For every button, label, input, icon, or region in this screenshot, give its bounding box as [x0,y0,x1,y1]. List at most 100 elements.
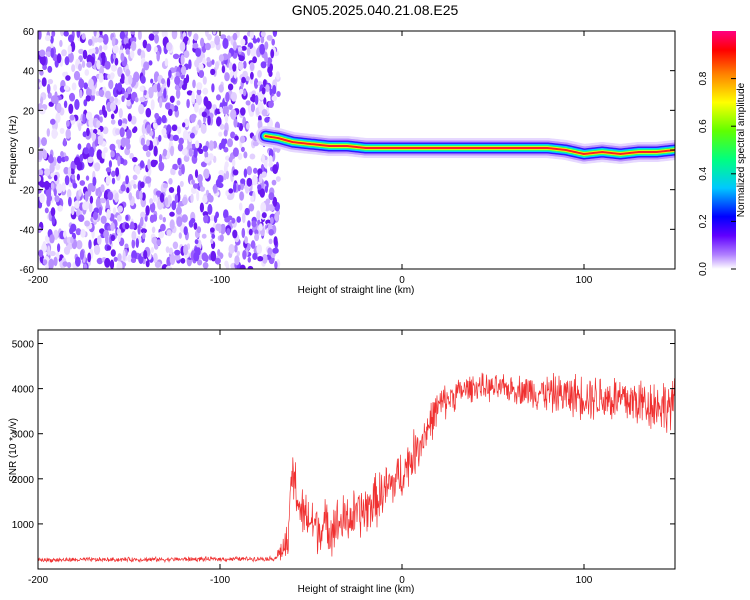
spectrogram-noise-speckle [63,166,69,175]
spectrogram-noise-speckle [139,190,143,201]
spectrogram-noise-speckle [56,53,62,64]
spectrogram-noise-speckle [47,65,53,73]
spectrogram-noise-speckle [140,137,145,146]
spectrogram-noise-speckle [89,93,95,102]
spectrogram-noise-speckle [244,207,250,216]
spectrogram-noise-speckle [63,100,68,109]
colorbar-tick-label: 0.6 [698,119,709,133]
spectrogram-noise-speckle [61,49,67,57]
spectrogram-noise-speckle [50,35,54,44]
spectrogram-noise-speckle [171,200,177,211]
spectrogram-noise-speckle [110,234,116,241]
spectrogram-noise-speckle [69,92,76,102]
spectrogram-noise-speckle [272,247,279,254]
spectrogram-noise-speckle [123,36,129,45]
spectrogram-noise-speckle [78,78,85,89]
spectrogram-noise-speckle [94,162,101,172]
spectrogram-noise-speckle [195,94,200,100]
spectrogram-noise-speckle [126,99,131,107]
spectrogram-noise-speckle [223,129,228,137]
spectrogram-noise-speckle [115,167,120,177]
spectrogram-noise-speckle [78,63,82,72]
spectrogram-noise-speckle [169,219,175,230]
spectrogram-noise-speckle [234,255,240,266]
snr-x-tick-label: -200 [28,575,48,586]
spectrogram-noise-speckle [147,158,151,170]
spectrogram-noise-speckle [38,175,42,182]
spectrogram-noise-speckle [97,235,102,246]
spectrogram-ridge [255,126,675,164]
spectrogram-noise-speckle [97,129,101,136]
spectrogram-noise-speckle [237,184,241,192]
spectrogram-noise-speckle [49,250,56,257]
spectrogram-noise-speckle [145,260,150,268]
spectrogram-noise-speckle [49,234,55,244]
spectrogram-noise-speckle [218,84,224,93]
spectrogram-noise-speckle [210,227,215,233]
spectrogram-noise-speckle [106,208,111,220]
spectrogram-noise-speckle [114,97,118,104]
spectrogram-noise-speckle [42,259,48,265]
spectrogram-noise-speckle [165,265,173,269]
spectrogram-noise-speckle [87,252,92,263]
spectrogram-noise-speckle [227,194,234,201]
spectrogram-noise-speckle [198,63,204,71]
spectrogram-noise-speckle [152,137,157,148]
spectrogram-noise-speckle [38,81,43,89]
spectrogram-noise-speckle [86,61,93,68]
spectrogram-noise-speckle [207,203,213,215]
spectrogram-noise-speckle [158,231,165,239]
spectrogram-noise-speckle [193,222,198,230]
spectrogram-noise-speckle [194,169,199,179]
spectrogram-noise-speckle [40,55,46,66]
spectrogram-noise-speckle [70,205,75,216]
spectrogram-noise-speckle [98,45,103,51]
spectrogram-noise-speckle [162,183,169,189]
spectrogram-noise-speckle [41,77,47,87]
spectrogram-noise-speckle [131,238,136,249]
spectrogram-noise-speckle [257,184,262,191]
spectrogram-noise-speckle [156,239,162,246]
spectrogram-noise-speckle [62,261,68,267]
spectrogram-noise-speckle [196,247,201,256]
spectrogram-noise-speckle [241,227,246,239]
spectrogram-noise-speckle [47,245,51,256]
spectrogram-noise-speckle [227,83,234,91]
snr-x-ticks: -200 -100 0 100 [28,330,593,586]
spectrogram-noise-speckle [224,113,229,123]
spectrogram-noise-speckle [112,207,117,215]
spectrogram-noise-speckle [272,84,277,95]
spectrogram-noise-speckle [149,202,156,213]
spectrogram-noise-speckle [264,41,269,50]
spectrogram-noise-speckle [240,38,246,46]
spectrogram-noise-speckle [251,93,256,103]
spectrogram-noise-speckle [248,203,255,212]
snr-x-tick-label: 0 [399,575,405,586]
spectrogram-noise-speckle [238,46,243,52]
spectrogram-noise-speckle [83,263,88,269]
spectrogram-noise-speckle [53,256,58,267]
spectrogram-noise-speckle [69,114,75,121]
spectrogram-noise-speckle [133,183,137,189]
spectrogram-noise-speckle [168,108,173,116]
spectrogram-noise-speckle [83,82,88,90]
spectrogram-noise-speckle [56,155,62,164]
spectrogram-y-tick-label: 0 [28,146,34,157]
spectrogram-noise-speckle [99,116,103,123]
spectrogram-noise-speckle [105,90,111,100]
spectrogram-noise-speckle [171,169,176,176]
spectrogram-noise-speckle [201,233,207,239]
spectrogram-noise-speckle [125,214,129,221]
spectrogram-noise-speckle [146,124,151,134]
spectrogram-noise-speckle [49,162,55,173]
spectrogram-noise-speckle [120,52,125,62]
spectrogram-y-tick-label: -60 [20,265,35,276]
spectrogram-noise-speckle [67,262,72,269]
spectrogram-noise-speckle [174,254,181,261]
spectrogram-plot: -200 -100 0 100 60 40 20 0 -20 -40 -60 Height of … [8,27,676,296]
spectrogram-x-ticks: -200 -100 0 100 [28,31,593,286]
spectrogram-noise-speckle [232,169,239,176]
spectrogram-noise-speckle [197,174,203,183]
spectrogram-noise-speckle [203,168,210,179]
spectrogram-noise-speckle [117,82,123,92]
